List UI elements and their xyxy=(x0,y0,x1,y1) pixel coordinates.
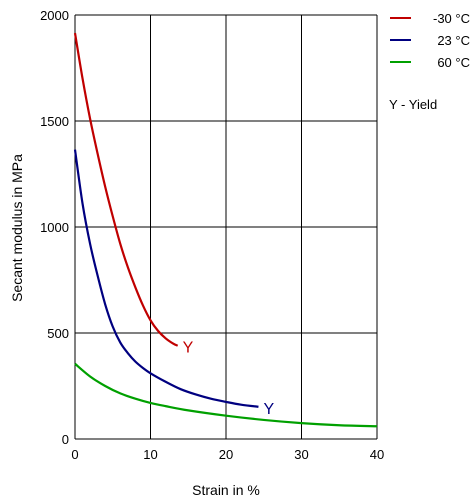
y-axis-label: Secant modulus in MPa xyxy=(9,154,25,302)
legend-label: 23 °C xyxy=(437,33,470,48)
series-line-1 xyxy=(73,149,259,408)
yield-marker-1: Y xyxy=(263,401,274,418)
series-lines xyxy=(73,32,378,428)
x-tick-label: 30 xyxy=(294,447,308,462)
x-tick-label: 0 xyxy=(71,447,78,462)
yield-markers: YY xyxy=(183,340,275,418)
legend-label: 60 °C xyxy=(437,55,470,70)
legend: -30 °C 23 °C 60 °C xyxy=(390,11,470,70)
yield-marker-0: Y xyxy=(183,340,194,357)
x-tick-label: 40 xyxy=(370,447,384,462)
tick-labels: 0 10 20 30 40 0 500 1000 1500 2000 xyxy=(40,8,384,462)
y-tick-label: 1500 xyxy=(40,114,69,129)
x-tick-label: 20 xyxy=(219,447,233,462)
series-line-2 xyxy=(74,362,378,428)
x-axis-label: Strain in % xyxy=(192,482,260,498)
series-line-0 xyxy=(73,32,179,347)
y-tick-label: 2000 xyxy=(40,8,69,23)
y-tick-label: 0 xyxy=(62,432,69,447)
y-tick-label: 1000 xyxy=(40,220,69,235)
grid xyxy=(74,14,378,440)
y-tick-label: 500 xyxy=(47,326,69,341)
legend-label: -30 °C xyxy=(433,11,470,26)
legend-yield-note: Y - Yield xyxy=(389,97,437,112)
x-tick-label: 10 xyxy=(143,447,157,462)
